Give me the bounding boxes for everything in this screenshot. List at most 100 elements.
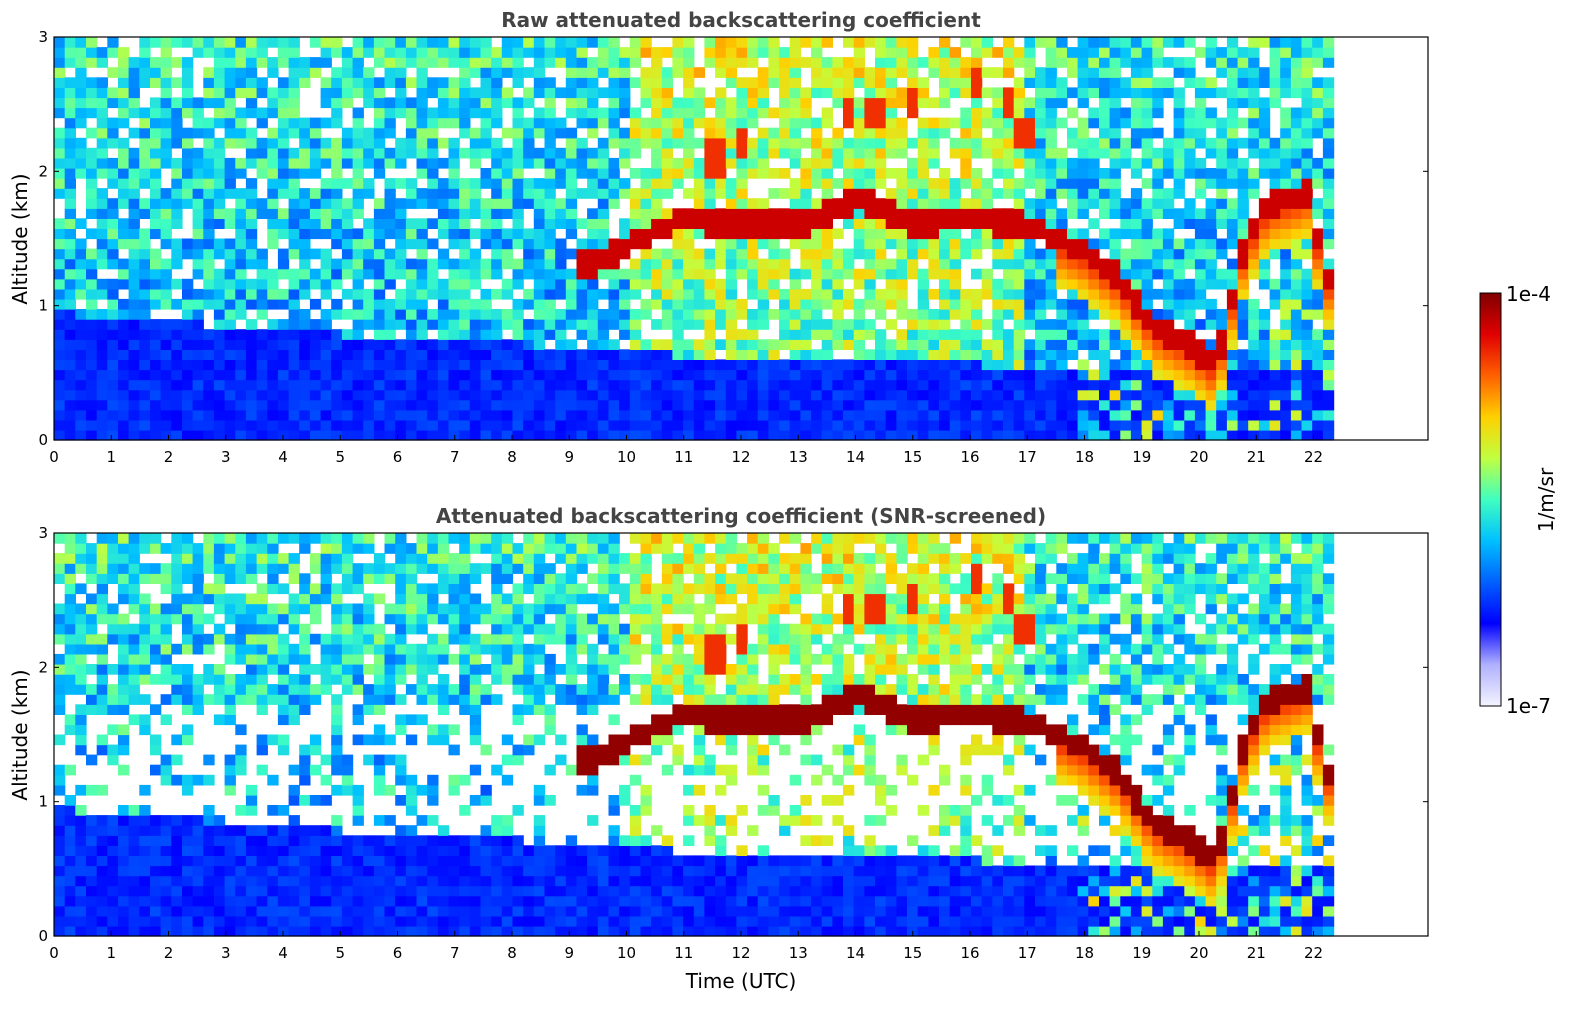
heatmap-cell [331,198,343,209]
heatmap-cell [331,268,343,280]
heatmap-cell [608,298,620,310]
heatmap-cell [917,359,929,371]
heatmap-cell [160,319,172,330]
heatmap-cell [256,379,268,391]
heatmap-cell [523,147,535,159]
heatmap-cell [1322,208,1335,219]
heatmap-cell [1024,77,1036,88]
heatmap-cell [469,399,482,411]
heatmap-cell [64,684,76,695]
heatmap-cell [1056,168,1068,179]
heatmap-cell [224,543,236,554]
heatmap-cell [1205,238,1217,250]
heatmap-cell [939,258,951,270]
heatmap-cell [747,389,759,401]
heatmap-cell [299,379,311,391]
heatmap-cell [469,369,482,381]
heatmap-cell [373,349,386,360]
heatmap-cell [587,379,599,391]
heatmap-cell [704,117,716,129]
heatmap-cell [832,178,844,189]
heatmap-cell [1173,178,1185,189]
heatmap-cell [1162,137,1175,149]
heatmap-cell [853,47,865,58]
heatmap-cell [245,157,258,169]
heatmap-cell [448,268,460,280]
heatmap-cell [427,339,439,350]
heatmap-cell [779,399,791,411]
heatmap-cell [118,97,130,109]
heatmap-cell [1035,228,1047,240]
heatmap-cell [1045,278,1057,290]
heatmap-cell [640,168,652,179]
heatmap-cell [213,399,226,411]
heatmap-cell [1056,399,1068,411]
x-tick-label: 11 [674,448,693,466]
heatmap-cell [683,147,695,159]
heatmap-cell [448,399,460,411]
heatmap-cell [213,208,226,219]
heatmap-cell [1109,157,1121,169]
heatmap-cell [86,754,98,766]
heatmap-cell [608,107,620,119]
heatmap-cell [309,268,322,280]
heatmap-cell [1205,208,1217,219]
heatmap-cell [118,298,130,310]
heatmap-cell [1077,359,1089,371]
heatmap-cell [971,349,983,360]
heatmap-cell [128,925,140,937]
heatmap-cell [1322,97,1335,109]
heatmap-cell [107,349,119,360]
heatmap-cell [1024,369,1036,381]
heatmap-cell [171,157,183,169]
heatmap-cell [107,369,119,381]
heatmap-cell [213,845,226,856]
heatmap-cell [86,895,98,907]
heatmap-cell [981,107,993,119]
heatmap-cell [64,543,76,554]
heatmap-cell [107,633,119,645]
heatmap-cell [1280,188,1292,199]
heatmap-cell [800,369,812,381]
heatmap-cell [651,298,663,310]
heatmap-cell [245,107,258,119]
heatmap-cell [139,664,151,675]
heatmap-cell [1067,278,1079,290]
heatmap-cell [352,208,364,219]
heatmap-cell [779,47,791,58]
heatmap-cell [288,875,300,887]
heatmap-cell [512,178,524,189]
heatmap-cell [1322,198,1335,209]
heatmap-cell [875,258,887,270]
heatmap-cell [992,248,1004,260]
heatmap-cell [139,653,151,665]
heatmap-cell [800,298,812,310]
heatmap-cell [128,248,140,260]
heatmap-cell [1322,409,1335,421]
heatmap-cell [917,248,929,260]
heatmap-cell [203,674,215,685]
heatmap-cell [1205,117,1217,129]
heatmap-cell [949,268,961,280]
heatmap-cell [64,553,76,564]
heatmap-cell [54,37,66,48]
heatmap-cell [768,399,780,411]
heatmap-cell [1035,258,1047,270]
heatmap-cell [416,309,428,320]
heatmap-cell [1045,288,1057,300]
heatmap-cell [843,258,855,270]
heatmap-cell [1024,198,1036,209]
heatmap-cell [459,248,471,260]
heatmap-cell [96,613,108,625]
heatmap-cell [704,298,716,310]
heatmap-cell [448,87,460,99]
heatmap-cell [704,137,716,149]
heatmap-cell [960,178,972,189]
heatmap-cell [128,409,140,421]
heatmap-cell [1120,399,1132,411]
heatmap-cell [1290,298,1303,310]
heatmap-cell [832,379,844,391]
heatmap-cell [235,855,247,867]
heatmap-cell [843,329,855,340]
heatmap-cell [288,764,300,776]
